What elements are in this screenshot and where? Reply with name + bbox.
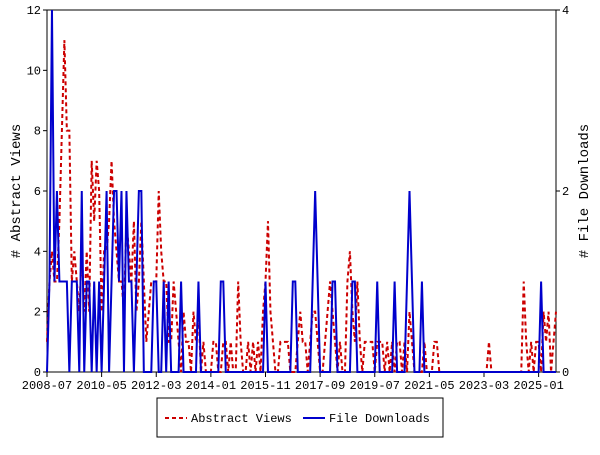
legend-box bbox=[156, 397, 444, 438]
x-tick-label: 2014-01 bbox=[186, 379, 236, 393]
x-tick-label: 2008-07 bbox=[22, 379, 72, 393]
y-tick-label: 12 bbox=[27, 4, 41, 18]
y2-tick-label: 4 bbox=[562, 4, 569, 18]
x-tick-label: 2019-07 bbox=[350, 379, 400, 393]
x-tick-label: 2012-03 bbox=[131, 379, 181, 393]
x-tick-label: 2021-05 bbox=[404, 379, 454, 393]
legend-label: File Downloads bbox=[329, 412, 430, 426]
x-tick-label: 2017-09 bbox=[295, 379, 345, 393]
x-tick-label: 2023-03 bbox=[459, 379, 509, 393]
x-tick-label: 2010-05 bbox=[76, 379, 126, 393]
y-tick-label: 4 bbox=[34, 245, 41, 259]
y2-tick-label: 0 bbox=[562, 366, 569, 380]
y2-tick-label: 2 bbox=[562, 185, 569, 199]
y-tick-label: 8 bbox=[34, 125, 41, 139]
y-tick-label: 2 bbox=[34, 306, 41, 320]
x-tick-label: 2025-01 bbox=[513, 379, 563, 393]
y-axis-title: # Abstract Views bbox=[9, 124, 25, 258]
y-tick-label: 6 bbox=[34, 185, 41, 199]
y2-axis-title: # File Downloads bbox=[577, 124, 593, 258]
y-tick-label: 10 bbox=[27, 64, 41, 78]
series-line bbox=[46, 9, 556, 373]
legend-label: Abstract Views bbox=[191, 412, 292, 426]
x-tick-label: 2015-11 bbox=[240, 379, 290, 393]
y-tick-label: 0 bbox=[34, 366, 41, 380]
